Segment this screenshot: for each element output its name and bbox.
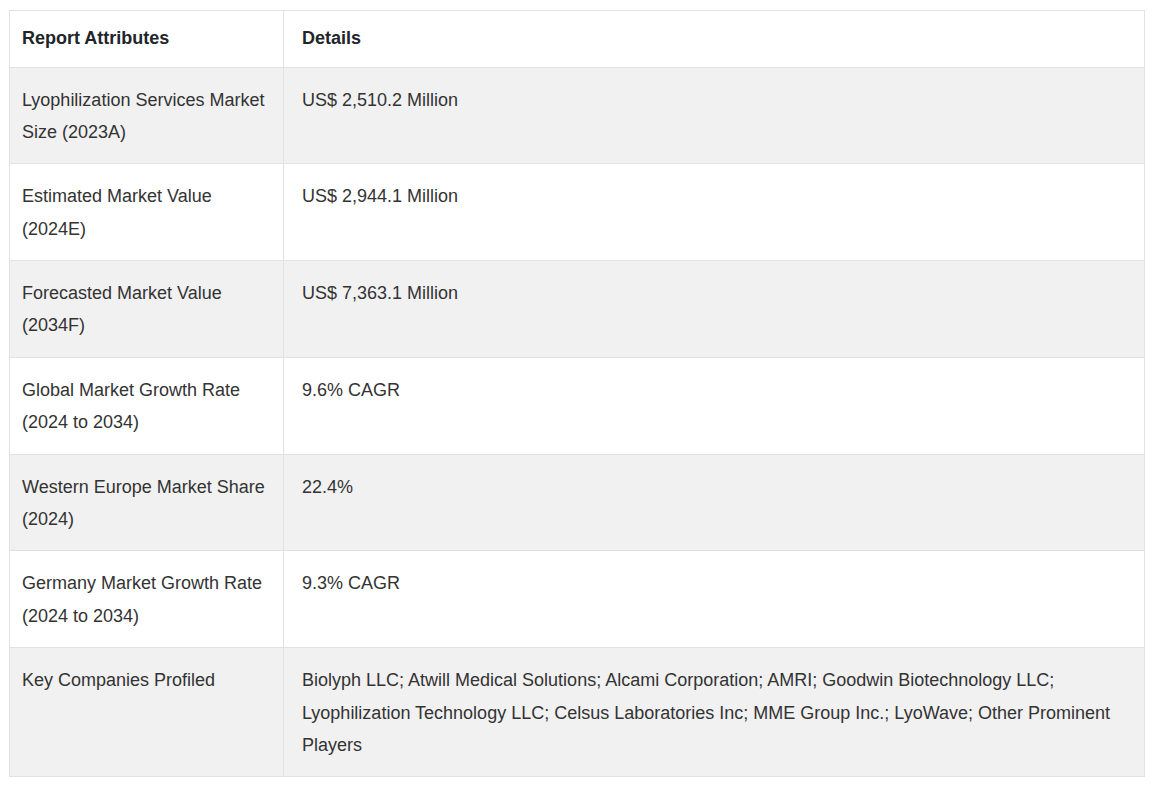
table-row: Lyophilization Services Market Size (202… [10,67,1145,164]
attribute-cell: Global Market Growth Rate (2024 to 2034) [10,357,284,454]
table-row: Germany Market Growth Rate (2024 to 2034… [10,551,1145,648]
detail-cell: US$ 2,510.2 Million [284,67,1145,164]
table-row: Global Market Growth Rate (2024 to 2034)… [10,357,1145,454]
report-attributes-table: Report Attributes Details Lyophilization… [9,10,1145,777]
detail-cell: US$ 2,944.1 Million [284,164,1145,261]
detail-cell: 9.6% CAGR [284,357,1145,454]
attribute-cell: Forecasted Market Value (2034F) [10,261,284,358]
attribute-cell: Key Companies Profiled [10,648,284,777]
table-row: Key Companies Profiled Biolyph LLC; Atwi… [10,648,1145,777]
attribute-cell: Lyophilization Services Market Size (202… [10,67,284,164]
column-header-details: Details [284,11,1145,68]
detail-cell: Biolyph LLC; Atwill Medical Solutions; A… [284,648,1145,777]
column-header-report-attributes: Report Attributes [10,11,284,68]
table-row: Forecasted Market Value (2034F) US$ 7,36… [10,261,1145,358]
detail-cell: 9.3% CAGR [284,551,1145,648]
attribute-cell: Estimated Market Value (2024E) [10,164,284,261]
detail-cell: US$ 7,363.1 Million [284,261,1145,358]
page: Report Attributes Details Lyophilization… [0,0,1152,798]
attribute-cell: Western Europe Market Share (2024) [10,454,284,551]
table-row: Estimated Market Value (2024E) US$ 2,944… [10,164,1145,261]
table-row: Western Europe Market Share (2024) 22.4% [10,454,1145,551]
header-row: Report Attributes Details [10,11,1145,68]
attribute-cell: Germany Market Growth Rate (2024 to 2034… [10,551,284,648]
detail-cell: 22.4% [284,454,1145,551]
